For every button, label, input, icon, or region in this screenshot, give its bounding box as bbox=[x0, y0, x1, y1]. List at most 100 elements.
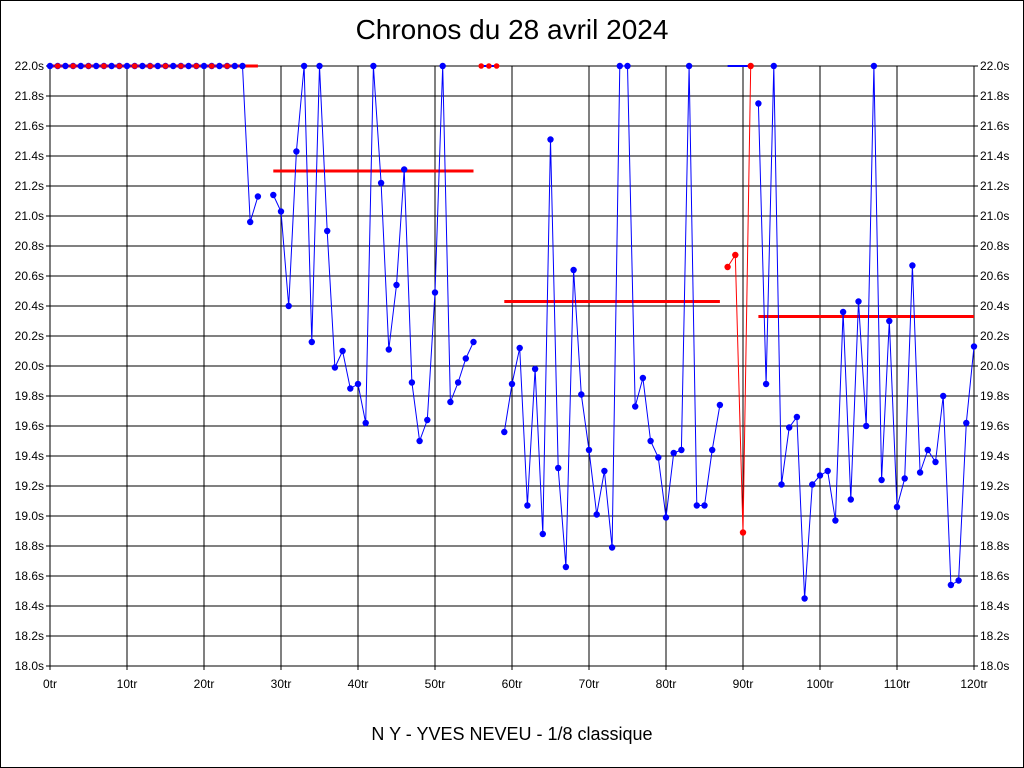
lap-time-point bbox=[878, 476, 885, 484]
chart-subtitle: N Y - YVES NEVEU - 1/8 classique bbox=[371, 724, 653, 744]
lap-time-point bbox=[616, 62, 623, 70]
y-tick-label-left: 19.4s bbox=[15, 449, 44, 463]
lap-time-point bbox=[462, 355, 469, 362]
lap-time-point bbox=[354, 380, 362, 388]
lap-time-point bbox=[377, 179, 385, 187]
lap-time-point bbox=[501, 428, 508, 436]
lap-time-point bbox=[277, 208, 285, 215]
lap-time-point bbox=[470, 338, 477, 346]
lap-time-point bbox=[424, 416, 431, 424]
lap-time-point bbox=[624, 62, 631, 70]
lap-time-point bbox=[185, 62, 192, 70]
lap-time-point bbox=[924, 446, 931, 454]
lap-time-point bbox=[824, 467, 831, 475]
lap-time-point bbox=[308, 338, 315, 346]
y-tick-label-right: 18.6s bbox=[980, 569, 1009, 583]
x-tick-label: 120tr bbox=[960, 677, 987, 691]
lap-time-point bbox=[608, 544, 616, 551]
lap-time-point bbox=[901, 475, 908, 482]
lap-time-point bbox=[801, 595, 808, 602]
y-tick-label-right: 20.4s bbox=[980, 299, 1009, 313]
lap-time-point-red bbox=[493, 63, 500, 69]
lap-time-point-red bbox=[147, 63, 153, 69]
lap-time-point bbox=[331, 364, 339, 371]
lap-time-point bbox=[362, 419, 369, 427]
y-tick-label-right: 19.4s bbox=[980, 449, 1009, 463]
lap-time-point bbox=[670, 449, 677, 457]
lap-time-point bbox=[570, 266, 577, 274]
lap-time-point bbox=[870, 62, 878, 70]
lap-time-point bbox=[431, 289, 439, 296]
y-tick-label-right: 21.6s bbox=[980, 119, 1009, 133]
lap-time-point bbox=[809, 481, 816, 488]
x-tick-label: 60tr bbox=[502, 677, 523, 691]
lap-time-point bbox=[709, 446, 716, 454]
y-tick-label-right: 20.2s bbox=[980, 329, 1009, 343]
lap-time-point bbox=[732, 251, 739, 259]
lap-time-point bbox=[62, 62, 69, 70]
y-tick-label-left: 19.2s bbox=[15, 479, 44, 493]
x-tick-label: 20tr bbox=[194, 677, 215, 691]
x-tick-label: 80tr bbox=[656, 677, 677, 691]
lap-time-point-red bbox=[116, 63, 123, 69]
lap-time-point bbox=[401, 166, 408, 173]
lap-time-point bbox=[46, 62, 54, 70]
y-tick-label-left: 22.0s bbox=[15, 59, 44, 73]
y-tick-label-right: 20.6s bbox=[980, 269, 1009, 283]
y-tick-label-left: 21.8s bbox=[15, 89, 44, 103]
lap-time-point bbox=[755, 100, 762, 107]
y-tick-label-right: 18.4s bbox=[980, 599, 1009, 613]
lap-time-point bbox=[231, 62, 238, 70]
y-tick-label-left: 19.0s bbox=[15, 509, 44, 523]
y-tick-label-right: 18.2s bbox=[980, 629, 1009, 643]
y-tick-label-left: 20.2s bbox=[15, 329, 44, 343]
lap-time-point bbox=[123, 62, 131, 70]
lap-time-point bbox=[909, 262, 916, 269]
x-tick-label: 100tr bbox=[806, 677, 833, 691]
lap-time-point bbox=[216, 62, 223, 70]
x-tick-label: 110tr bbox=[884, 677, 910, 691]
y-tick-label-right: 20.0s bbox=[980, 359, 1009, 373]
x-tick-label: 50tr bbox=[425, 677, 446, 691]
lap-time-point bbox=[578, 391, 585, 398]
lap-time-point-red bbox=[70, 63, 76, 69]
lap-time-point bbox=[701, 502, 708, 509]
lap-time-point bbox=[170, 62, 177, 70]
y-tick-label-left: 18.2s bbox=[15, 629, 44, 643]
lap-time-point bbox=[793, 413, 801, 421]
lap-time-point bbox=[863, 422, 870, 430]
y-tick-label-right: 21.2s bbox=[980, 179, 1009, 193]
y-tick-label-left: 21.6s bbox=[15, 119, 44, 133]
plot-border bbox=[49, 65, 975, 667]
lap-time-point bbox=[370, 62, 377, 70]
y-tick-label-left: 19.8s bbox=[15, 389, 44, 403]
y-tick-label-left: 18.6s bbox=[15, 569, 44, 583]
lap-time-point bbox=[285, 302, 292, 310]
lap-time-point bbox=[139, 62, 146, 70]
lap-time-point-red bbox=[178, 63, 184, 69]
y-tick-label-right: 18.0s bbox=[980, 659, 1009, 673]
lap-time-point bbox=[247, 218, 254, 226]
lap-time-point bbox=[632, 403, 639, 410]
lap-time-point bbox=[508, 380, 516, 388]
lap-time-point bbox=[93, 62, 100, 70]
lap-time-point bbox=[716, 401, 724, 409]
lap-time-point bbox=[393, 281, 400, 289]
x-tick-label: 30tr bbox=[271, 677, 292, 691]
lap-time-point-red bbox=[224, 63, 230, 69]
lap-time-point bbox=[293, 148, 300, 155]
y-tick-label-right: 22.0s bbox=[980, 59, 1009, 73]
lap-time-line bbox=[757, 65, 975, 599]
lap-time-point bbox=[839, 308, 847, 316]
lap-time-point bbox=[693, 502, 700, 509]
lap-time-point-red bbox=[486, 63, 492, 69]
lap-time-point bbox=[547, 136, 554, 143]
lap-time-point-red bbox=[478, 63, 485, 69]
y-tick-label-right: 21.8s bbox=[980, 89, 1009, 103]
lap-time-point bbox=[593, 511, 600, 518]
lap-time-point bbox=[970, 343, 978, 350]
lap-time-point bbox=[316, 62, 323, 70]
y-tick-label-right: 19.6s bbox=[980, 419, 1009, 433]
lap-time-point bbox=[786, 424, 793, 431]
y-tick-label-left: 20.4s bbox=[15, 299, 44, 313]
